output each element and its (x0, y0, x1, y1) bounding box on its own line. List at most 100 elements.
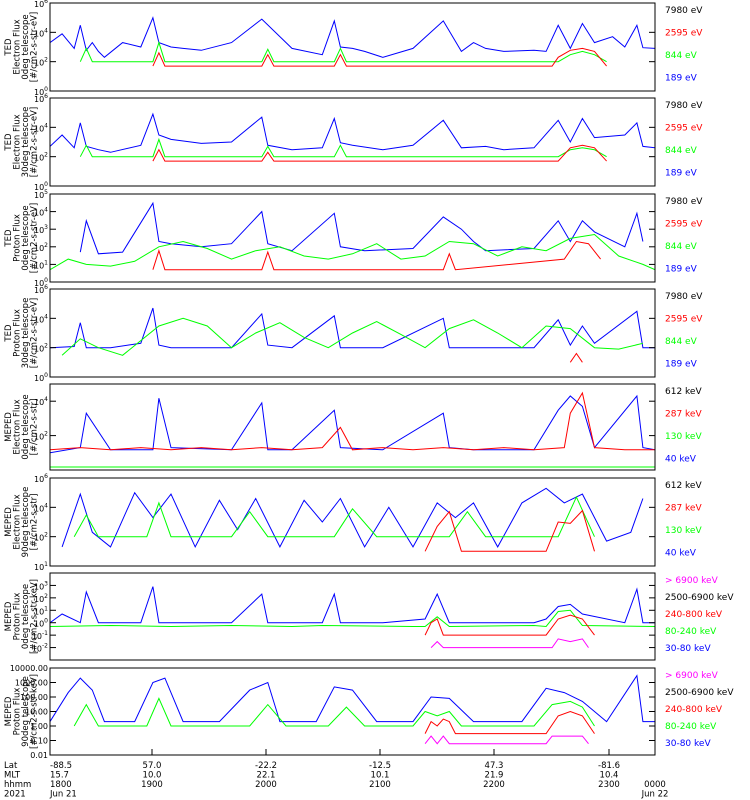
legend-entry: 844 eV (665, 146, 698, 156)
panel-3-series (50, 201, 655, 271)
y-tick-label: 102 (34, 343, 48, 354)
y-axis-label: 30deg telescope (21, 107, 31, 178)
legend-entry: 30-80 keV (665, 739, 711, 749)
x-tick-label: -22.2 (255, 761, 277, 771)
y-axis-label: Electron Flux (13, 399, 23, 454)
y-tick-label: 101 (34, 605, 48, 616)
series-red-line (152, 240, 601, 271)
legend-entry: 189 eV (665, 74, 698, 84)
series-magenta-line (424, 735, 589, 745)
y-tick-label: 10.00 (25, 708, 48, 717)
y-tick-label: 106 (34, 93, 48, 104)
panel-4-frame (49, 288, 656, 378)
series-red-line (569, 352, 583, 363)
y-tick-label: 10-2 (32, 643, 48, 654)
legend-entry: 7980 eV (665, 197, 703, 207)
y-tick-label: 104 (34, 502, 48, 513)
series-red-line (424, 614, 595, 636)
panel-5-frame (49, 383, 656, 471)
x-tick-label: 15.7 (50, 771, 69, 781)
y-axis-label: Proton Flux (13, 688, 23, 736)
y-axis-label: TED (4, 38, 14, 57)
y-axis-label: [#/cm2-s-str-keV] (30, 579, 40, 654)
panel-8: 0.01 0.10 1.00 10.00 100.00 1000.00 10000.00 ME… (4, 664, 734, 760)
x-row-label: 2021 (4, 790, 26, 800)
x-tick-label: 1900 (141, 780, 163, 790)
y-tick-label: 102 (34, 593, 48, 604)
x-tick-label: 1800 (50, 780, 72, 790)
x-tick-label: 47.3 (485, 761, 504, 771)
x-tick-label: -81.6 (598, 761, 620, 771)
legend-entry: 7980 eV (665, 6, 703, 16)
x-tick-label: 21.9 (485, 771, 504, 781)
legend-entry: 2595 eV (665, 220, 703, 230)
legend-entry: 2500-6900 keV (665, 688, 734, 698)
y-tick-label: 101 (34, 561, 48, 572)
x-tick-label: 2100 (369, 780, 391, 790)
y-axis-label: TED (4, 324, 14, 343)
panel-1-frame (49, 2, 656, 92)
y-axis-label: [#/cm2-s-str-eV] (30, 203, 40, 273)
series-blue-line (50, 586, 655, 624)
y-tick-label: 101 (34, 259, 48, 270)
y-tick-label: 102 (34, 431, 48, 442)
y-axis-label: Electron Flux (13, 494, 23, 549)
y-tick-label: 103 (34, 580, 48, 591)
series-blue-line (50, 674, 655, 723)
y-tick-label: 104 (34, 396, 48, 407)
series-blue-line (79, 201, 644, 255)
y-tick-label: 106 (34, 0, 48, 9)
series-blue-line (61, 487, 644, 549)
panel-8-frame (49, 667, 656, 756)
y-axis-label: [#/cm2-s-str] (30, 494, 40, 551)
legend-entry: 240-800 keV (665, 610, 723, 620)
legend-entry: 844 eV (665, 337, 698, 347)
legend-entry: 612 keV (665, 387, 702, 397)
legend-entry: 7980 eV (665, 101, 703, 111)
series-blue-line (50, 16, 655, 58)
legend-entry: 189 eV (665, 169, 698, 179)
y-axis-label: MEPED (4, 507, 14, 537)
legend-entry: 130 keV (665, 526, 702, 536)
legend-entry: 189 eV (665, 360, 698, 370)
x-tick-label: 10.1 (371, 771, 390, 781)
y-tick-label: 105 (34, 189, 48, 200)
x-tick-label: Jun 22 (641, 790, 669, 800)
legend-entry: 2595 eV (665, 29, 703, 39)
legend-entry: 189 eV (665, 265, 698, 275)
legend-entry: 30-80 keV (665, 644, 711, 654)
y-tick-label: 100 (34, 86, 48, 97)
x-tick-label: 2200 (483, 780, 505, 790)
y-tick-label: 103 (34, 224, 48, 235)
panel-6-frame (49, 477, 656, 567)
y-tick-label: 10000.00 (10, 664, 48, 673)
x-tick-label: 2000 (255, 780, 277, 790)
y-tick-label: 104 (34, 207, 48, 218)
legend-entry: 2500-6900 keV (665, 593, 734, 603)
series-red-line (424, 710, 595, 735)
y-tick-label: 10-1 (32, 630, 48, 641)
series-green-line (50, 233, 655, 271)
panel-3-frame (49, 193, 656, 283)
y-tick-label: 100.00 (20, 693, 48, 702)
legend-entry: 130 keV (665, 432, 702, 442)
y-tick-label: 100 (34, 277, 48, 288)
legend-entry: 844 eV (665, 242, 698, 252)
panel-4-series (50, 307, 655, 363)
legend-entry: > 6900 keV (665, 671, 719, 681)
panel-7-series (50, 586, 655, 649)
series-blue-line (50, 307, 655, 349)
series-green-line (79, 40, 607, 63)
x-tick-label: -88.5 (50, 761, 72, 771)
y-axis-label: [#/cm2-s-str-keV] (30, 674, 40, 749)
series-green-line (50, 609, 655, 628)
series-green-line (79, 137, 607, 158)
series-red-line (152, 47, 607, 67)
